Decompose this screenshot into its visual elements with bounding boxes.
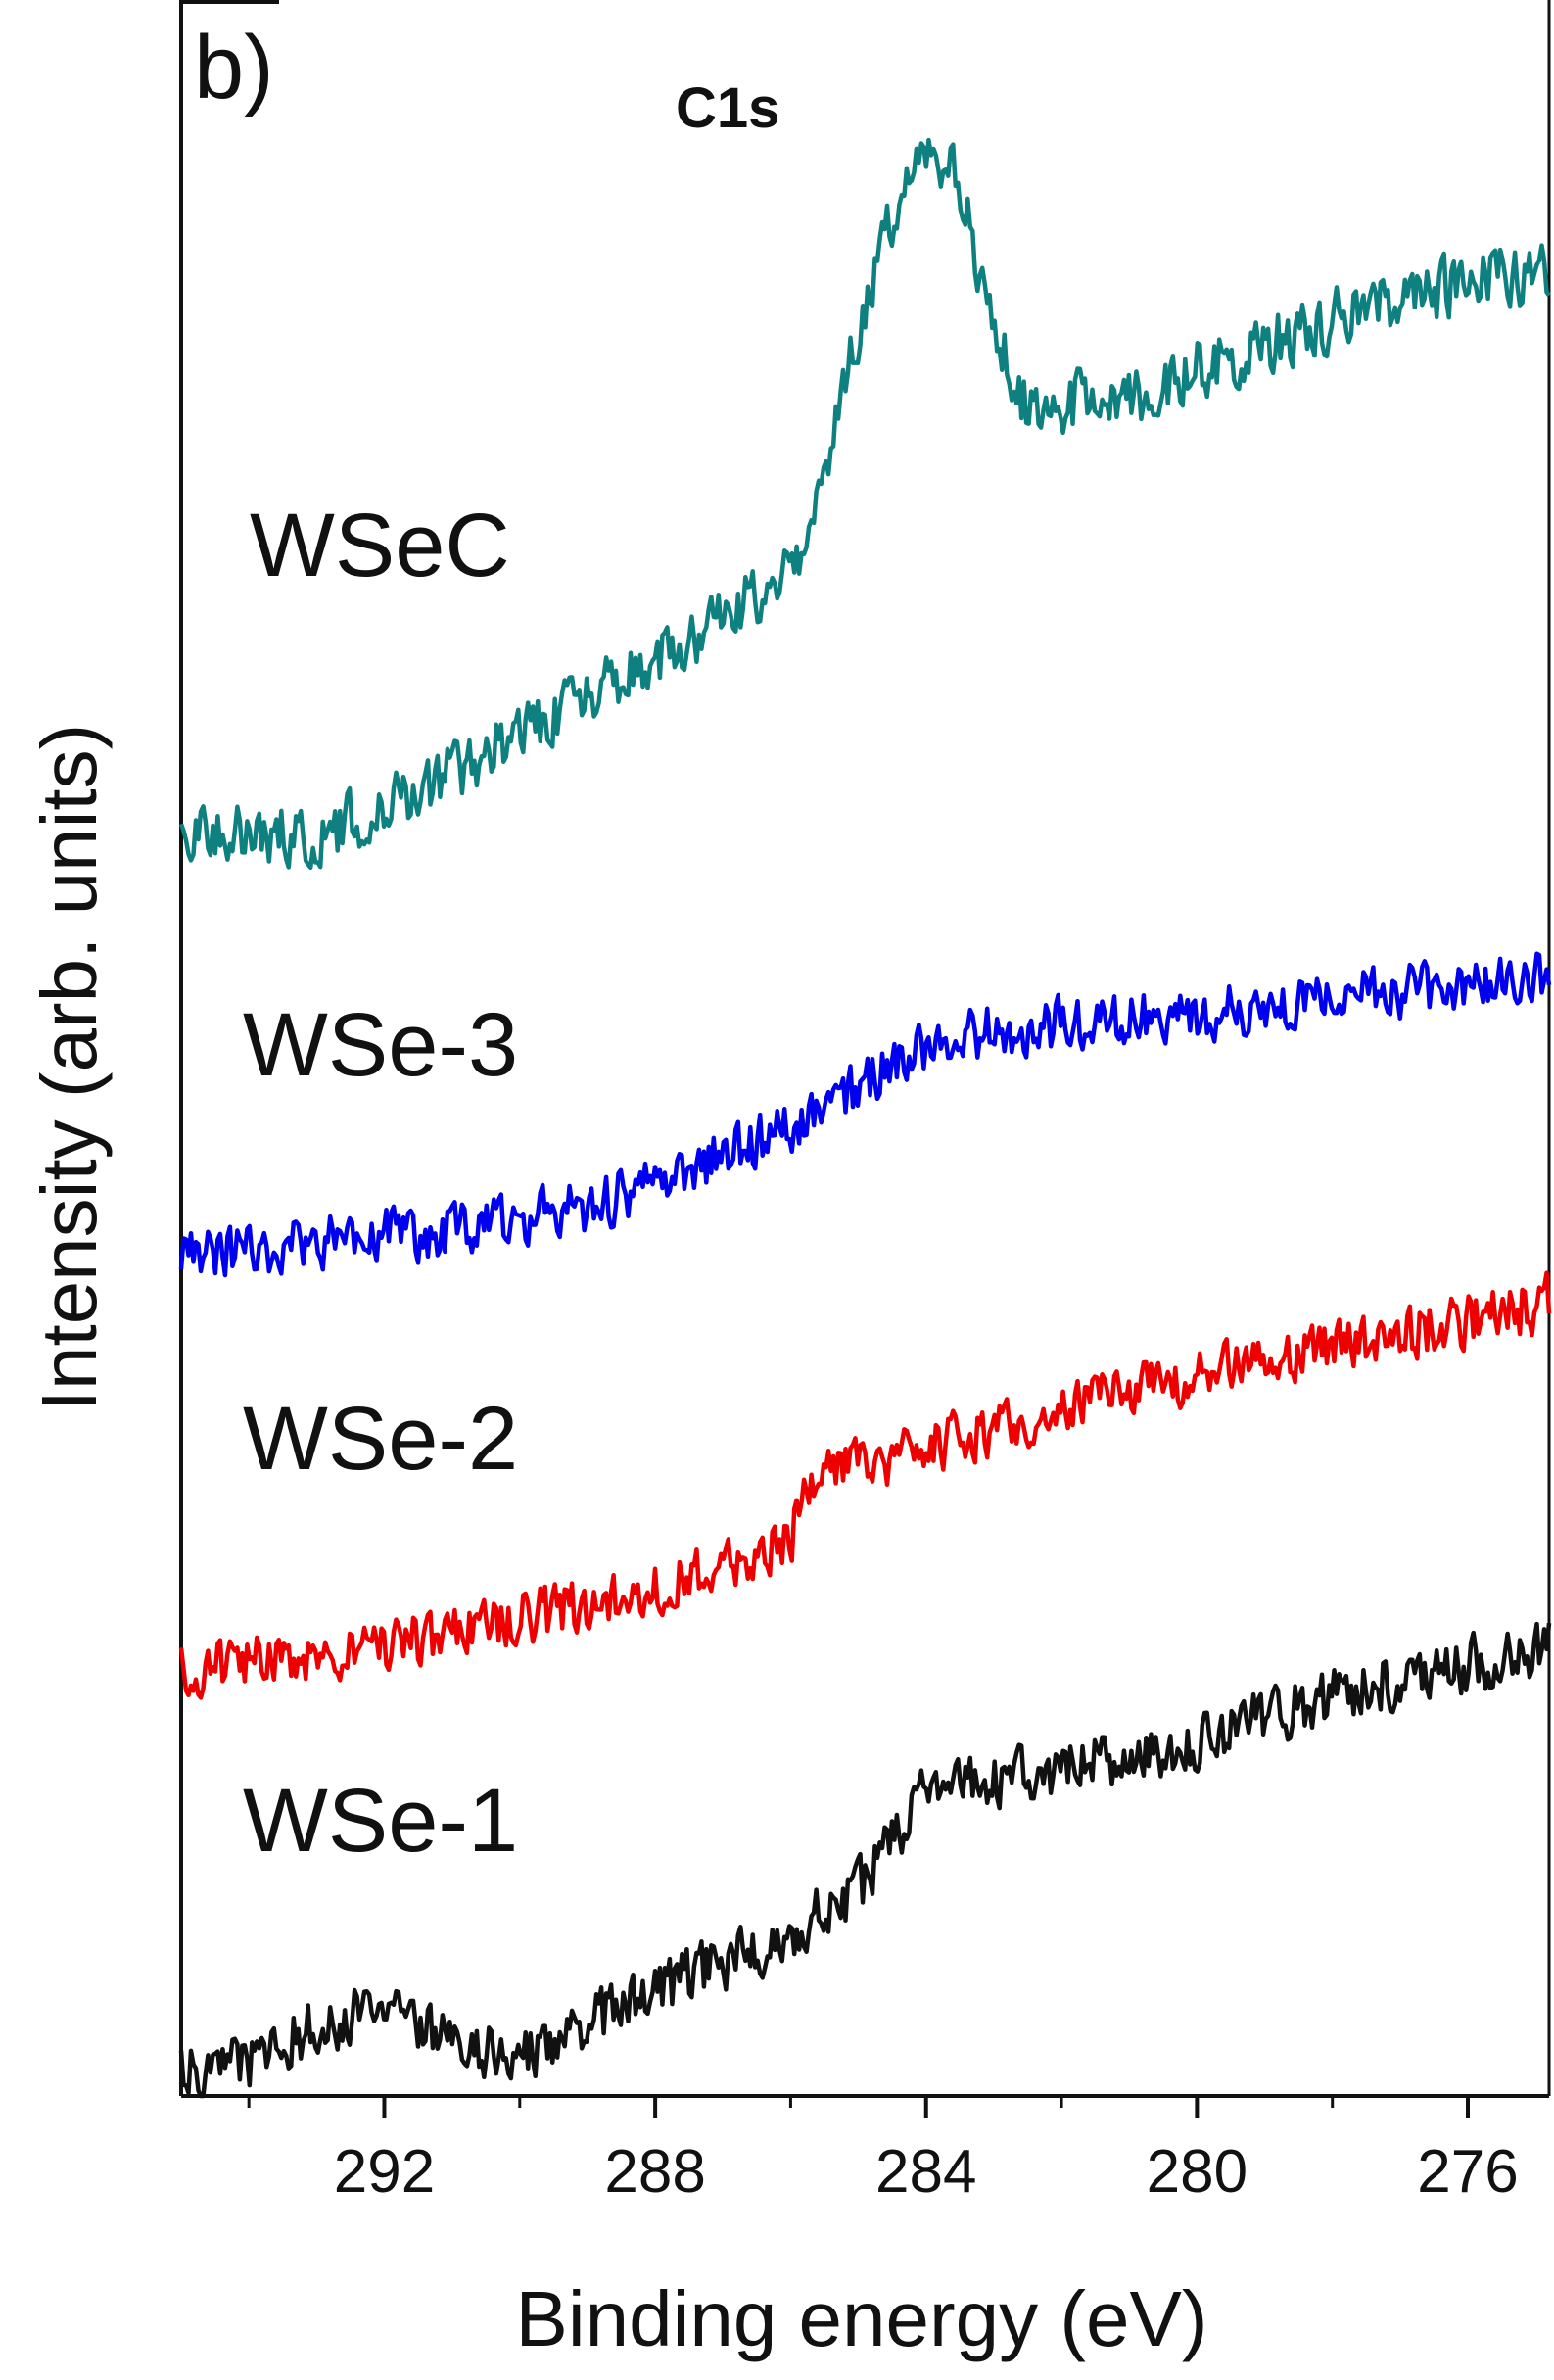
series-line-wse-1 [178, 1621, 1552, 2099]
series-line-wse-3 [178, 951, 1552, 1278]
axes: 292 288 284 280 276 [179, 0, 1551, 2206]
x-tick-label: 288 [604, 2138, 705, 2206]
panel-label: b) [194, 18, 274, 118]
x-tick-label: 292 [334, 2138, 435, 2206]
x-tick-label: 276 [1417, 2138, 1518, 2206]
series-line-wse-2 [178, 1270, 1552, 1700]
x-tick-label: 284 [875, 2138, 976, 2206]
x-tick-label: 280 [1147, 2138, 1248, 2206]
series-label-wsec: WSeC [250, 496, 510, 595]
y-axis-title: Intensity (arb. units) [25, 724, 113, 1412]
series-group [178, 137, 1552, 2099]
x-axis-title: Binding energy (eV) [515, 2275, 1207, 2362]
series-label-wse-3: WSe-3 [243, 995, 518, 1095]
peak-annotation: C1s [676, 76, 779, 140]
series-label-wse-2: WSe-2 [243, 1389, 518, 1489]
series-line-wsec [178, 137, 1551, 871]
series-label-wse-1: WSe-1 [243, 1771, 518, 1871]
